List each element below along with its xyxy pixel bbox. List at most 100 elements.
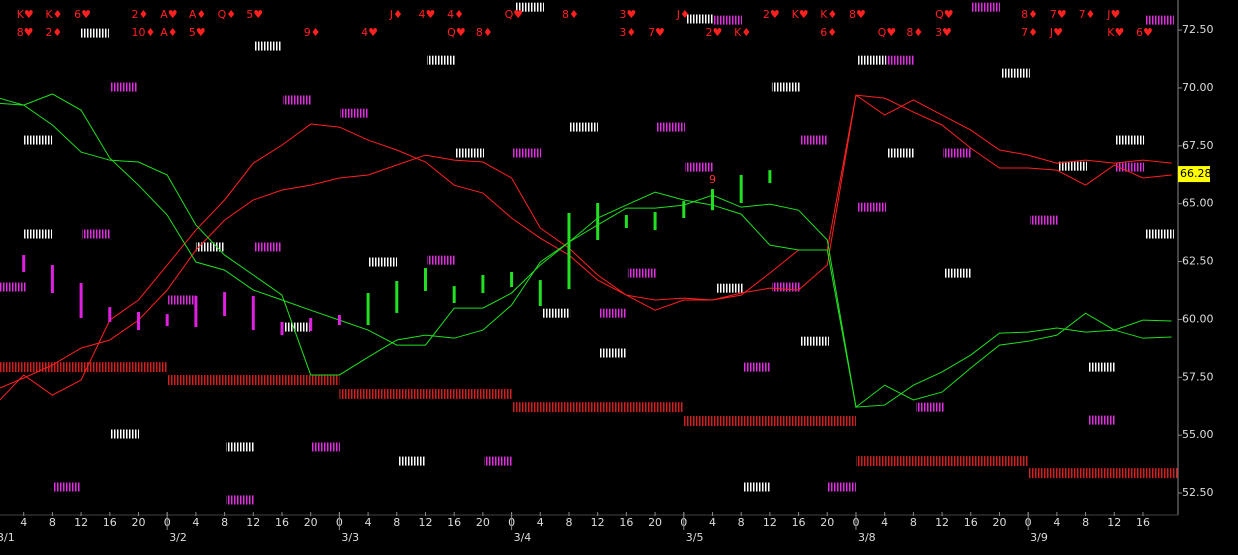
x-tick-label: 16 [275,516,289,529]
hatch-marker [369,257,398,267]
y-tick-label: 65.00 [1182,197,1214,210]
level-band [855,456,1029,467]
y-tick-label: 60.00 [1182,312,1214,325]
card-label: 7♥ [648,26,665,39]
x-tick-label: 16 [1136,516,1150,529]
card-label: 10♦ [131,26,155,39]
x-tick-label: 4 [365,516,372,529]
hatch-marker [282,95,311,105]
x-tick-label: 20 [304,516,318,529]
y-tick-label: 57.50 [1182,370,1214,383]
hatch-marker [1087,362,1116,372]
card-label: Q♥ [878,26,897,39]
hatch-marker [515,2,544,12]
card-label: 8♦ [906,26,923,39]
x-tick-label: 12 [1107,516,1121,529]
card-label: 8♦ [1021,8,1038,21]
hatch-marker [943,268,972,278]
date-label: 3/4 [514,531,532,544]
card-label: 7♥ [1050,8,1067,21]
card-label: 6♥ [1136,26,1153,39]
card-label: 7♦ [1079,8,1096,21]
hatch-marker [598,308,627,318]
hatch-marker [426,55,455,65]
card-label: 5♥ [189,26,206,39]
hatch-marker [311,442,340,452]
hatch-marker [168,295,197,305]
level-band [1028,468,1178,479]
card-label: 4♦ [447,8,464,21]
x-tick-label: 8 [221,516,228,529]
card-label: 4♥ [361,26,378,39]
hatch-marker [684,162,713,172]
hatch-marker [858,202,887,212]
card-label: 2♥ [705,26,722,39]
indicator-line [0,94,1172,389]
last-price-box [1178,166,1210,183]
hatch-marker [24,229,53,239]
date-label: 3/1 [0,531,15,544]
hatch-marker [742,362,771,372]
hatch-marker [627,268,656,278]
card-label: J♥ [1106,8,1120,21]
bar-annotation: 9 [709,173,716,186]
indicator-line [0,102,1172,408]
card-label: K♦ [45,8,62,21]
hatch-marker [253,242,282,252]
card-label: 7♦ [1021,26,1038,39]
card-label: Q♥ [447,26,466,39]
hatch-marker [513,148,542,158]
hatch-marker [1145,15,1174,25]
card-label: 8♦ [562,8,579,21]
hatch-marker [111,429,140,439]
hatch-marker [253,41,282,51]
x-tick-label: 12 [591,516,605,529]
level-band [683,416,856,427]
last-price-label: 66.28 [1180,167,1212,180]
date-label: 3/2 [169,531,187,544]
hatch-marker [53,482,82,492]
card-label: 6♦ [820,26,837,39]
card-label: 4♥ [418,8,435,21]
hatch-marker [1029,215,1058,225]
card-label: 6♥ [74,8,91,21]
card-label: 3♦ [619,26,636,39]
hatch-marker [771,282,800,292]
card-label: Q♥ [935,8,954,21]
hatch-marker [656,122,685,132]
hatch-marker [542,308,571,318]
hatch-marker [340,108,369,118]
hatch-marker [916,402,945,412]
y-tick-label: 62.50 [1182,255,1214,268]
x-tick-label: 20 [648,516,662,529]
y-tick-label: 55.00 [1182,428,1214,441]
card-label: 8♦ [476,26,493,39]
x-tick-label: 12 [935,516,949,529]
hatch-marker [226,442,255,452]
x-tick-label: 8 [738,516,745,529]
y-tick-label: 72.50 [1182,23,1214,36]
hatch-marker [715,283,744,293]
x-tick-label: 12 [763,516,777,529]
hatch-marker [800,336,829,346]
x-tick-label: 20 [476,516,490,529]
indicator-line [0,94,1172,401]
hatch-marker [827,482,856,492]
x-tick-label: 4 [20,516,27,529]
x-tick-label: 12 [74,516,88,529]
card-label: 8♥ [17,26,34,39]
card-label: Q♦ [218,8,237,21]
hatch-marker [1116,135,1145,145]
x-tick-label: 8 [393,516,400,529]
hatch-marker [1058,161,1087,171]
hatch-marker [742,482,771,492]
hatch-marker [0,282,26,292]
level-band [0,362,168,373]
hatch-marker [226,495,255,505]
date-label: 3/5 [686,531,704,544]
x-tick-label: 20 [820,516,834,529]
level-band [339,388,512,399]
